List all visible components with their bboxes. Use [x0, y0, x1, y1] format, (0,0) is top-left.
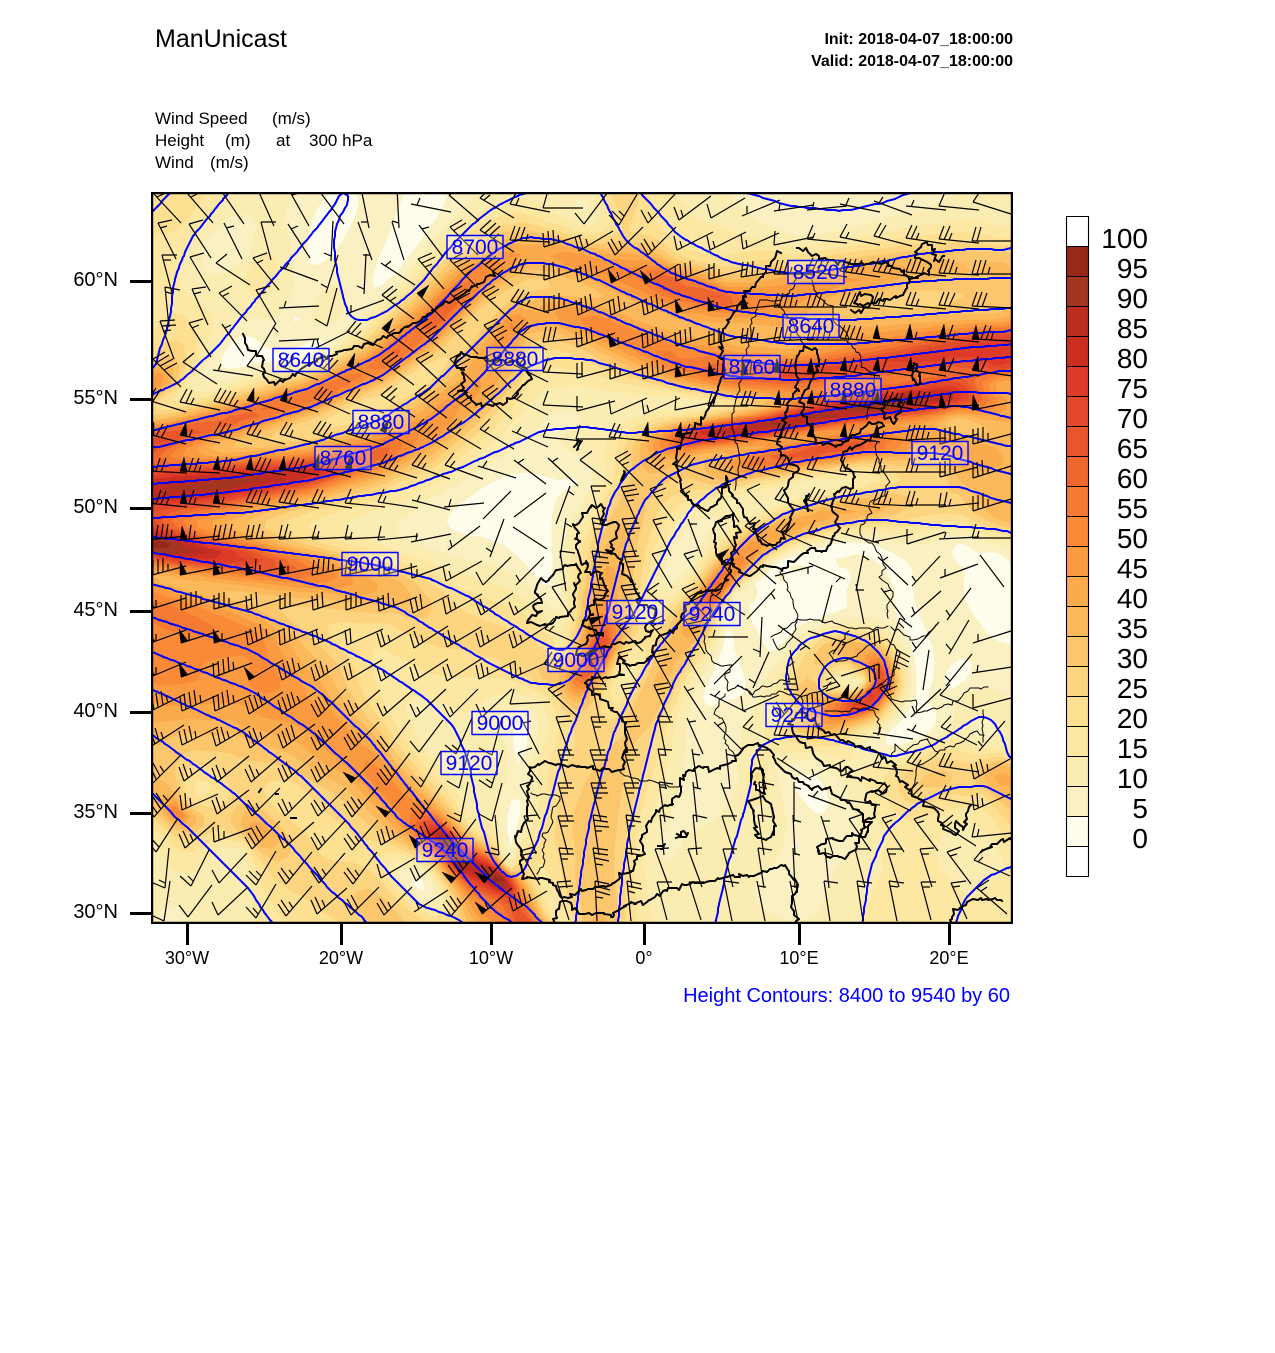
svg-text:8520: 8520: [793, 261, 840, 284]
svg-text:9120: 9120: [446, 752, 493, 775]
svg-text:8760: 8760: [729, 356, 776, 379]
svg-text:9240: 9240: [689, 603, 736, 626]
svg-text:9120: 9120: [917, 442, 964, 465]
svg-text:9000: 9000: [477, 712, 524, 735]
svg-text:9240: 9240: [422, 839, 469, 862]
svg-text:8700: 8700: [452, 236, 499, 259]
svg-text:9000: 9000: [553, 649, 600, 672]
svg-text:9120: 9120: [612, 601, 659, 624]
svg-text:8880: 8880: [492, 348, 539, 371]
svg-text:9000: 9000: [347, 553, 394, 576]
svg-text:8880: 8880: [358, 411, 405, 434]
svg-text:9240: 9240: [771, 704, 818, 727]
svg-text:8880: 8880: [830, 379, 877, 402]
svg-text:8640: 8640: [278, 349, 325, 372]
svg-text:8640: 8640: [788, 315, 835, 338]
svg-text:8760: 8760: [320, 447, 367, 470]
